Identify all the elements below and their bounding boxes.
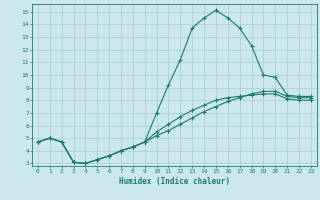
- X-axis label: Humidex (Indice chaleur): Humidex (Indice chaleur): [119, 177, 230, 186]
